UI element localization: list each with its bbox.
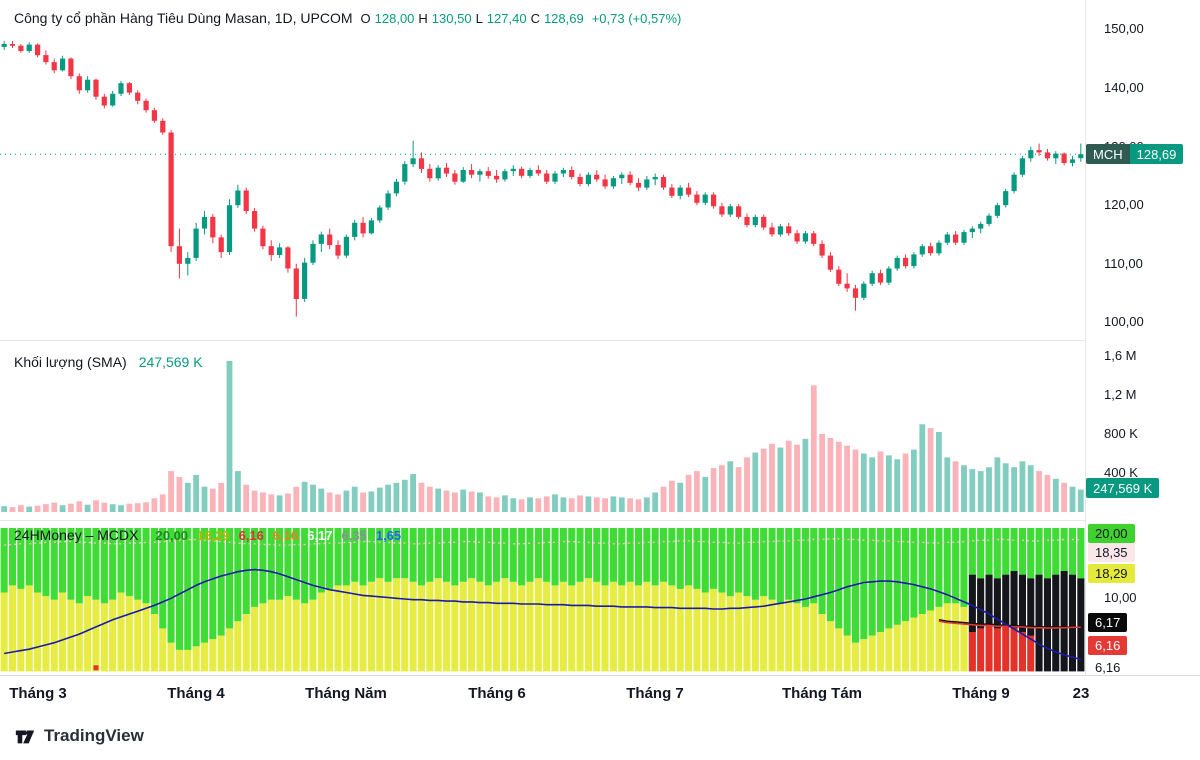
- volume-value-badge: 247,569 K: [1086, 478, 1160, 498]
- mcdx-header-value: 20,00: [155, 528, 189, 543]
- high-value: 130,50: [431, 11, 472, 26]
- pane-separator[interactable]: [0, 520, 1200, 521]
- time-axis-label: Tháng 4: [167, 685, 225, 702]
- time-axis-label: Tháng 3: [9, 685, 67, 702]
- volume-label[interactable]: Khối lượng (SMA): [14, 354, 127, 370]
- mcdx-header-value: 6,16: [238, 528, 264, 543]
- volume-chart-canvas[interactable]: [0, 340, 1085, 520]
- symbol-title[interactable]: Công ty cổ phần Hàng Tiêu Dùng Masan, 1D…: [14, 10, 353, 26]
- low-label: L: [475, 11, 483, 26]
- mcdx-header-value: 6,35: [341, 528, 367, 543]
- price-axis-label: 150,00: [1104, 21, 1144, 36]
- pane-separator[interactable]: [0, 340, 1200, 341]
- open-label: O: [360, 11, 371, 26]
- change-value: +0,73 (+0,57%): [591, 11, 682, 26]
- open-value: 128,00: [374, 11, 415, 26]
- price-axis-label: 140,00: [1104, 80, 1144, 95]
- tradingview-logo-icon[interactable]: [14, 725, 36, 747]
- volume-header: Khối lượng (SMA) 247,569 K: [14, 354, 203, 370]
- volume-axis-label: 1,6 M: [1104, 348, 1137, 363]
- symbol-chip: MCH: [1086, 144, 1130, 164]
- mcdx-title[interactable]: 24HMoney – MCDX: [14, 527, 139, 543]
- time-axis-label: Tháng 9: [952, 685, 1010, 702]
- indicator-axis-label: 6,16: [1088, 636, 1128, 655]
- mcdx-values: 20,00 18,29 6,16 6,16 6,17 6,35 1,65: [147, 527, 402, 543]
- tradingview-brand-text[interactable]: TradingView: [44, 726, 144, 745]
- volume-axis-label: 400 K: [1104, 465, 1138, 480]
- volume-axis-label: 800 K: [1104, 426, 1138, 441]
- close-value: 128,69: [543, 11, 584, 26]
- indicator-axis-label: 18,29: [1088, 564, 1135, 583]
- time-axis-label: Tháng 6: [468, 685, 526, 702]
- time-axis-label: Tháng 7: [626, 685, 684, 702]
- mcdx-pane[interactable]: 24HMoney – MCDX 20,00 18,29 6,16 6,16 6,17 6,…: [0, 520, 1085, 675]
- price-axis-label: 120,00: [1104, 197, 1144, 212]
- volume-pane[interactable]: Khối lượng (SMA) 247,569 K: [0, 340, 1085, 520]
- volume-value-chip: 247,569 K: [1086, 478, 1160, 498]
- indicator-axis-label: 18,35: [1088, 543, 1135, 562]
- last-price-value-chip: 128,69: [1129, 144, 1184, 164]
- low-value: 127,40: [486, 11, 527, 26]
- price-chart-canvas[interactable]: [0, 0, 1085, 340]
- time-axis-label: Tháng Năm: [305, 685, 387, 702]
- mcdx-header-value: 1,65: [375, 528, 402, 543]
- volume-current-value: 247,569 K: [138, 354, 203, 370]
- close-label: C: [530, 11, 540, 26]
- price-axis-label: 110,00: [1104, 256, 1143, 271]
- symbol-header: Công ty cổ phần Hàng Tiêu Dùng Masan, 1D…: [14, 10, 681, 26]
- mcdx-header-value: 18,29: [197, 528, 230, 543]
- time-axis-label: 23: [1072, 685, 1090, 702]
- mcdx-chart-canvas[interactable]: [0, 520, 1085, 675]
- footer: TradingView: [0, 712, 1200, 760]
- mcdx-header: 24HMoney – MCDX 20,00 18,29 6,16 6,16 6,17 6,…: [14, 527, 401, 543]
- time-axis-label: Tháng Tám: [781, 685, 863, 702]
- volume-axis-label: 1,2 M: [1104, 387, 1137, 402]
- price-scale-axis[interactable]: 150,00140,00130,00120,00110,00100,001,6 …: [1085, 0, 1200, 680]
- indicator-axis-label: 20,00: [1088, 524, 1135, 543]
- time-axis[interactable]: Tháng 3 Tháng 4 Tháng Năm Tháng 6 Tháng 7 Thá…: [0, 675, 1200, 713]
- indicator-axis-label: 10,00: [1104, 590, 1137, 605]
- indicator-axis-label: 6,17: [1088, 613, 1128, 632]
- last-price-badge: MCH 128,69: [1086, 144, 1184, 164]
- price-axis-label: 100,00: [1104, 314, 1144, 329]
- ohlc-values: O 128,00 H 130,50 L 127,40 C 128,69: [361, 11, 584, 26]
- mcdx-header-value: 6,16: [272, 528, 299, 543]
- mcdx-header-value: 6,17: [307, 528, 333, 543]
- price-pane[interactable]: Công ty cổ phần Hàng Tiêu Dùng Masan, 1D…: [0, 0, 1085, 340]
- high-label: H: [418, 11, 428, 26]
